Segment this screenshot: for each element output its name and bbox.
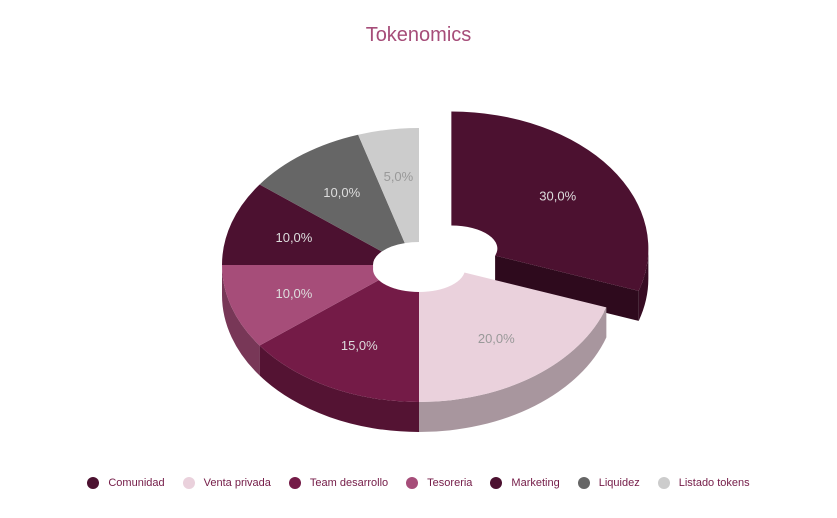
chart-title: Tokenomics xyxy=(365,24,472,46)
slice-team-desarrollo xyxy=(259,278,419,402)
slice-side-tesoreria xyxy=(222,265,260,376)
legend-label: Liquidez xyxy=(598,477,640,489)
legend-swatch xyxy=(406,477,419,489)
legend-swatch xyxy=(577,477,590,489)
legend-label: Comunidad xyxy=(108,477,165,489)
slice-venta-privada xyxy=(419,272,607,402)
legend-item-comunidad[interactable]: Comunidad xyxy=(87,477,165,489)
slice-label-tesoreria: 10,0% xyxy=(275,286,312,301)
legend-swatch xyxy=(87,477,100,489)
slice-side-team-desarrollo xyxy=(259,345,419,432)
slice-marketing xyxy=(222,184,382,265)
donut-hole xyxy=(373,246,465,292)
legend-swatch xyxy=(182,477,195,489)
slice-label-listado-tokens: 5,0% xyxy=(384,169,414,184)
legend-item-marketing[interactable]: Marketing xyxy=(490,477,560,489)
legend-label: Tesoreria xyxy=(427,477,473,489)
legend-swatch xyxy=(490,477,503,489)
legend-label: Listado tokens xyxy=(678,477,750,489)
slice-label-team-desarrollo: 15,0% xyxy=(341,338,378,353)
slice-label-marketing: 10,0% xyxy=(275,230,312,245)
slice-side-comunidad xyxy=(638,248,649,321)
legend-item-team-desarrollo[interactable]: Team desarrollo xyxy=(288,477,389,489)
legend-label: Marketing xyxy=(511,477,560,489)
chart-legend: Comunidad Venta privada Team desarrollo Tes… xyxy=(0,477,837,489)
legend-label: Team desarrollo xyxy=(309,477,389,489)
slice-tesoreria xyxy=(222,265,382,346)
slice-label-venta-privada: 20,0% xyxy=(478,331,515,346)
legend-item-venta-privada[interactable]: Venta privada xyxy=(182,477,271,489)
legend-item-liquidez[interactable]: Liquidez xyxy=(577,477,640,489)
legend-swatch xyxy=(657,477,670,489)
slice-listado-tokens xyxy=(358,128,419,244)
legend-item-listado-tokens[interactable]: Listado tokens xyxy=(657,477,750,489)
slice-liquidez xyxy=(259,134,405,252)
legend-item-tesoreria[interactable]: Tesoreria xyxy=(406,477,472,489)
slice-label-comunidad: 30,0% xyxy=(539,189,576,204)
slice-side-venta-privada xyxy=(419,307,607,432)
slice-cut-wall xyxy=(495,255,639,321)
legend-swatch xyxy=(288,477,301,489)
legend-label: Venta privada xyxy=(203,477,271,489)
slice-comunidad xyxy=(451,111,649,291)
slice-label-liquidez: 10,0% xyxy=(323,185,360,200)
